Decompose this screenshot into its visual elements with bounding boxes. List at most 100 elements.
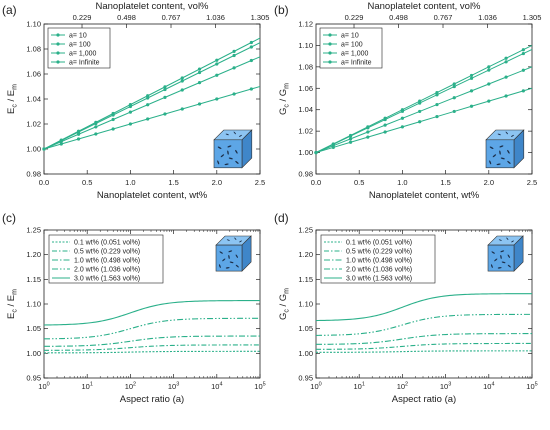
platelet [222, 258, 226, 262]
y-tick-label: 1.08 [298, 62, 313, 71]
data-point [215, 97, 219, 101]
legend-label: a= Infinite [69, 60, 100, 67]
series-line [316, 66, 532, 154]
data-point [521, 51, 525, 56]
legend: a= 10 a= 100 a= 1,000 a= Infinite [319, 27, 383, 69]
legend-label: 0.5 wt% (0.229 vol%) [74, 249, 140, 256]
platelet [217, 146, 222, 149]
platelet [498, 239, 502, 241]
legend-label: a= 100 [341, 42, 363, 49]
x-tick-label: 0.5 [354, 178, 364, 187]
x-tick-label: 105 [526, 382, 537, 392]
y-tick-label: 1.10 [298, 300, 313, 309]
data-point [180, 79, 184, 83]
y-tick-label: 1.10 [298, 41, 313, 50]
y-tick-label: 1.25 [298, 226, 313, 235]
data-point [180, 76, 184, 80]
y-tick-label: 1.06 [26, 70, 41, 79]
y-tick-label: 1.20 [298, 250, 313, 259]
data-point [452, 84, 456, 89]
data-point [197, 67, 202, 71]
panel-b: (b) 0.0 0.5 1.0 1.5 2.0 2.5 0.229 0.498 0.767 1.03… [274, 1, 541, 201]
data-point [163, 85, 167, 89]
data-point [418, 99, 422, 103]
panel-c: (c) 100 101 102 103 104 105 0.95 1.00 1.05 1.10 1.1… [2, 211, 266, 405]
data-point [487, 99, 491, 103]
platelet [491, 251, 495, 254]
data-point [215, 58, 219, 62]
data-point [366, 135, 370, 139]
data-point [42, 147, 46, 151]
y-tick-label: 1.04 [298, 105, 313, 114]
data-point [59, 142, 63, 146]
y-tick-label: 1.15 [298, 275, 313, 284]
data-point [504, 75, 508, 79]
y-tick-label: 1.15 [26, 275, 41, 284]
data-point [232, 53, 236, 58]
x-tick-label: 102 [125, 382, 136, 392]
data-point [435, 114, 439, 119]
legend-label: 2.0 wt% (1.036 vol%) [346, 267, 412, 274]
data-point [76, 137, 81, 141]
y-tick-label: 1.10 [26, 20, 41, 29]
legend-label: 0.1 wt% (0.051 vol%) [74, 240, 140, 247]
data-point [59, 138, 63, 142]
x-tick-label: 1.0 [397, 178, 407, 187]
legend-label: a= 100 [69, 42, 91, 49]
series-line [44, 37, 260, 150]
top-tick-label: 1.036 [206, 13, 225, 22]
series-line [44, 317, 260, 340]
platelet [229, 261, 234, 264]
platelet [507, 160, 511, 164]
plot-frame [315, 23, 533, 175]
data-point [452, 82, 456, 86]
data-point [249, 40, 253, 45]
data-point [383, 123, 387, 127]
x-tick-label: 1.5 [440, 178, 450, 187]
platelet [497, 267, 502, 269]
top-axis-label: Nanoplatelet content, vol% [367, 1, 481, 12]
x-axis-label: Nanoplatelet content, wt% [369, 190, 480, 201]
y-tick-label: 1.05 [298, 324, 313, 333]
data-point [418, 120, 422, 124]
legend-label: a= 1,000 [341, 51, 369, 58]
data-point [435, 93, 439, 97]
y-tick-label: 1.20 [26, 250, 41, 259]
data-point [94, 132, 98, 136]
top-tick-label: 1.036 [478, 13, 497, 22]
series-line [316, 313, 532, 336]
top-tick-label: 1.305 [251, 13, 270, 22]
series-line [316, 293, 532, 322]
data-point [383, 130, 387, 134]
series-line [316, 350, 532, 353]
y-tick-label: 1.00 [26, 349, 41, 358]
data-point [400, 108, 404, 112]
legend-label: 3.0 wt% (1.563 vol%) [346, 276, 412, 283]
series-line [44, 42, 260, 150]
platelet [490, 264, 493, 268]
data-point [94, 120, 98, 124]
platelet [227, 150, 229, 155]
y-tick-label: 1.02 [298, 127, 313, 136]
data-point [249, 87, 253, 91]
top-tick-label: 0.229 [73, 13, 92, 22]
data-point [521, 48, 525, 52]
panel-label: (c) [2, 211, 16, 225]
data-point [215, 73, 219, 77]
data-point [76, 132, 81, 136]
y-axis-label: Gc / Gm [278, 288, 291, 320]
x-tick-label: 2.5 [255, 178, 265, 187]
legend-label: 1.0 wt% (0.498 vol%) [346, 258, 412, 265]
data-point [366, 130, 370, 134]
panel-a: (a) 0.0 0.5 1.0 1.5 2.0 2.5 0.229 0.498 0.767 1.03… [2, 1, 269, 201]
data-point [249, 45, 253, 49]
platelet [511, 240, 514, 243]
series-line [316, 87, 532, 154]
data-point [469, 89, 474, 93]
data-point [94, 125, 98, 129]
x-tick-label: 100 [38, 382, 49, 392]
data-point [469, 104, 474, 108]
legend-label: a= 10 [341, 33, 359, 40]
platelet [494, 258, 498, 262]
